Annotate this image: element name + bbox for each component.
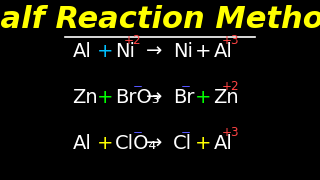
Text: Ni: Ni	[174, 42, 194, 61]
Text: Zn: Zn	[72, 88, 98, 107]
Text: +3: +3	[222, 34, 240, 47]
Text: +2: +2	[124, 34, 141, 47]
Text: −: −	[132, 80, 142, 93]
Text: −: −	[181, 126, 191, 139]
Text: −: −	[181, 80, 191, 93]
Text: +: +	[195, 134, 212, 153]
Text: Br: Br	[173, 88, 194, 107]
Text: Zn: Zn	[213, 88, 239, 107]
Text: −: −	[132, 126, 142, 139]
Text: +3: +3	[222, 126, 240, 139]
Text: +: +	[195, 42, 212, 61]
Text: Al: Al	[213, 42, 232, 61]
Text: →: →	[146, 134, 163, 153]
Text: →: →	[146, 42, 163, 61]
Text: ClO₄: ClO₄	[115, 134, 157, 153]
Text: Cl: Cl	[173, 134, 192, 153]
Text: +: +	[195, 88, 212, 107]
Text: BrO₃: BrO₃	[115, 88, 160, 107]
Text: +2: +2	[222, 80, 240, 93]
Text: Al: Al	[72, 134, 91, 153]
Text: +: +	[97, 88, 113, 107]
Text: +: +	[97, 42, 113, 61]
Text: Ni: Ni	[115, 42, 135, 61]
Text: →: →	[146, 88, 163, 107]
Text: Al: Al	[72, 42, 91, 61]
Text: Half Reaction Method: Half Reaction Method	[0, 5, 320, 34]
Text: +: +	[97, 134, 113, 153]
Text: Al: Al	[213, 134, 232, 153]
